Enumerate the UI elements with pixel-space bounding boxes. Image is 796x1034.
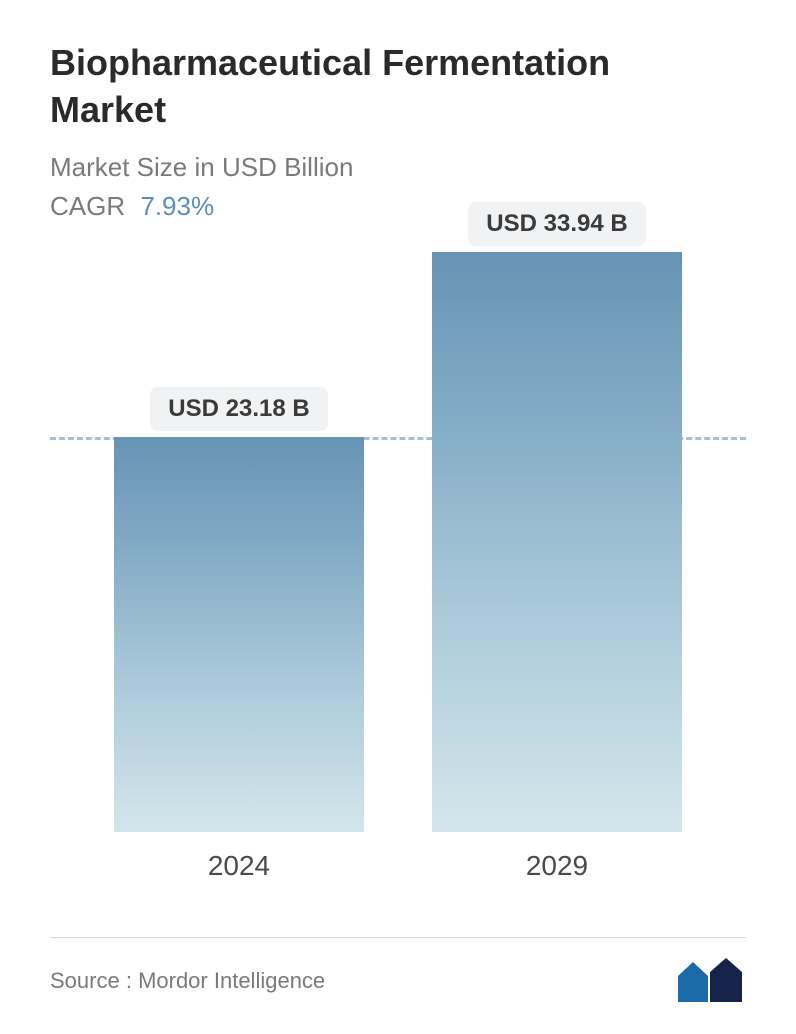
source-name: Mordor Intelligence	[138, 968, 325, 993]
cagr-label: CAGR	[50, 191, 125, 221]
logo-icon	[676, 958, 746, 1004]
chart-subtitle: Market Size in USD Billion	[50, 152, 746, 183]
x-labels-row: 2024 2029	[50, 832, 746, 882]
source-text: Source : Mordor Intelligence	[50, 968, 325, 994]
chart-area: USD 23.18 B USD 33.94 B 2024 2029	[50, 252, 746, 892]
bar-1	[432, 252, 682, 832]
bar-group-1: USD 33.94 B	[432, 202, 682, 832]
footer: Source : Mordor Intelligence	[50, 937, 746, 1004]
chart-container: Biopharmaceutical Fermentation Market Ma…	[0, 0, 796, 1034]
x-label-0: 2024	[114, 850, 364, 882]
cagr-value: 7.93%	[140, 191, 214, 221]
source-label: Source :	[50, 968, 132, 993]
value-label-1: USD 33.94 B	[468, 202, 645, 246]
bar-0	[114, 437, 364, 832]
x-label-1: 2029	[432, 850, 682, 882]
chart-title: Biopharmaceutical Fermentation Market	[50, 40, 650, 134]
bars-row: USD 23.18 B USD 33.94 B	[50, 252, 746, 832]
value-label-0: USD 23.18 B	[150, 387, 327, 431]
bar-group-0: USD 23.18 B	[114, 387, 364, 832]
brand-logo	[676, 958, 746, 1004]
